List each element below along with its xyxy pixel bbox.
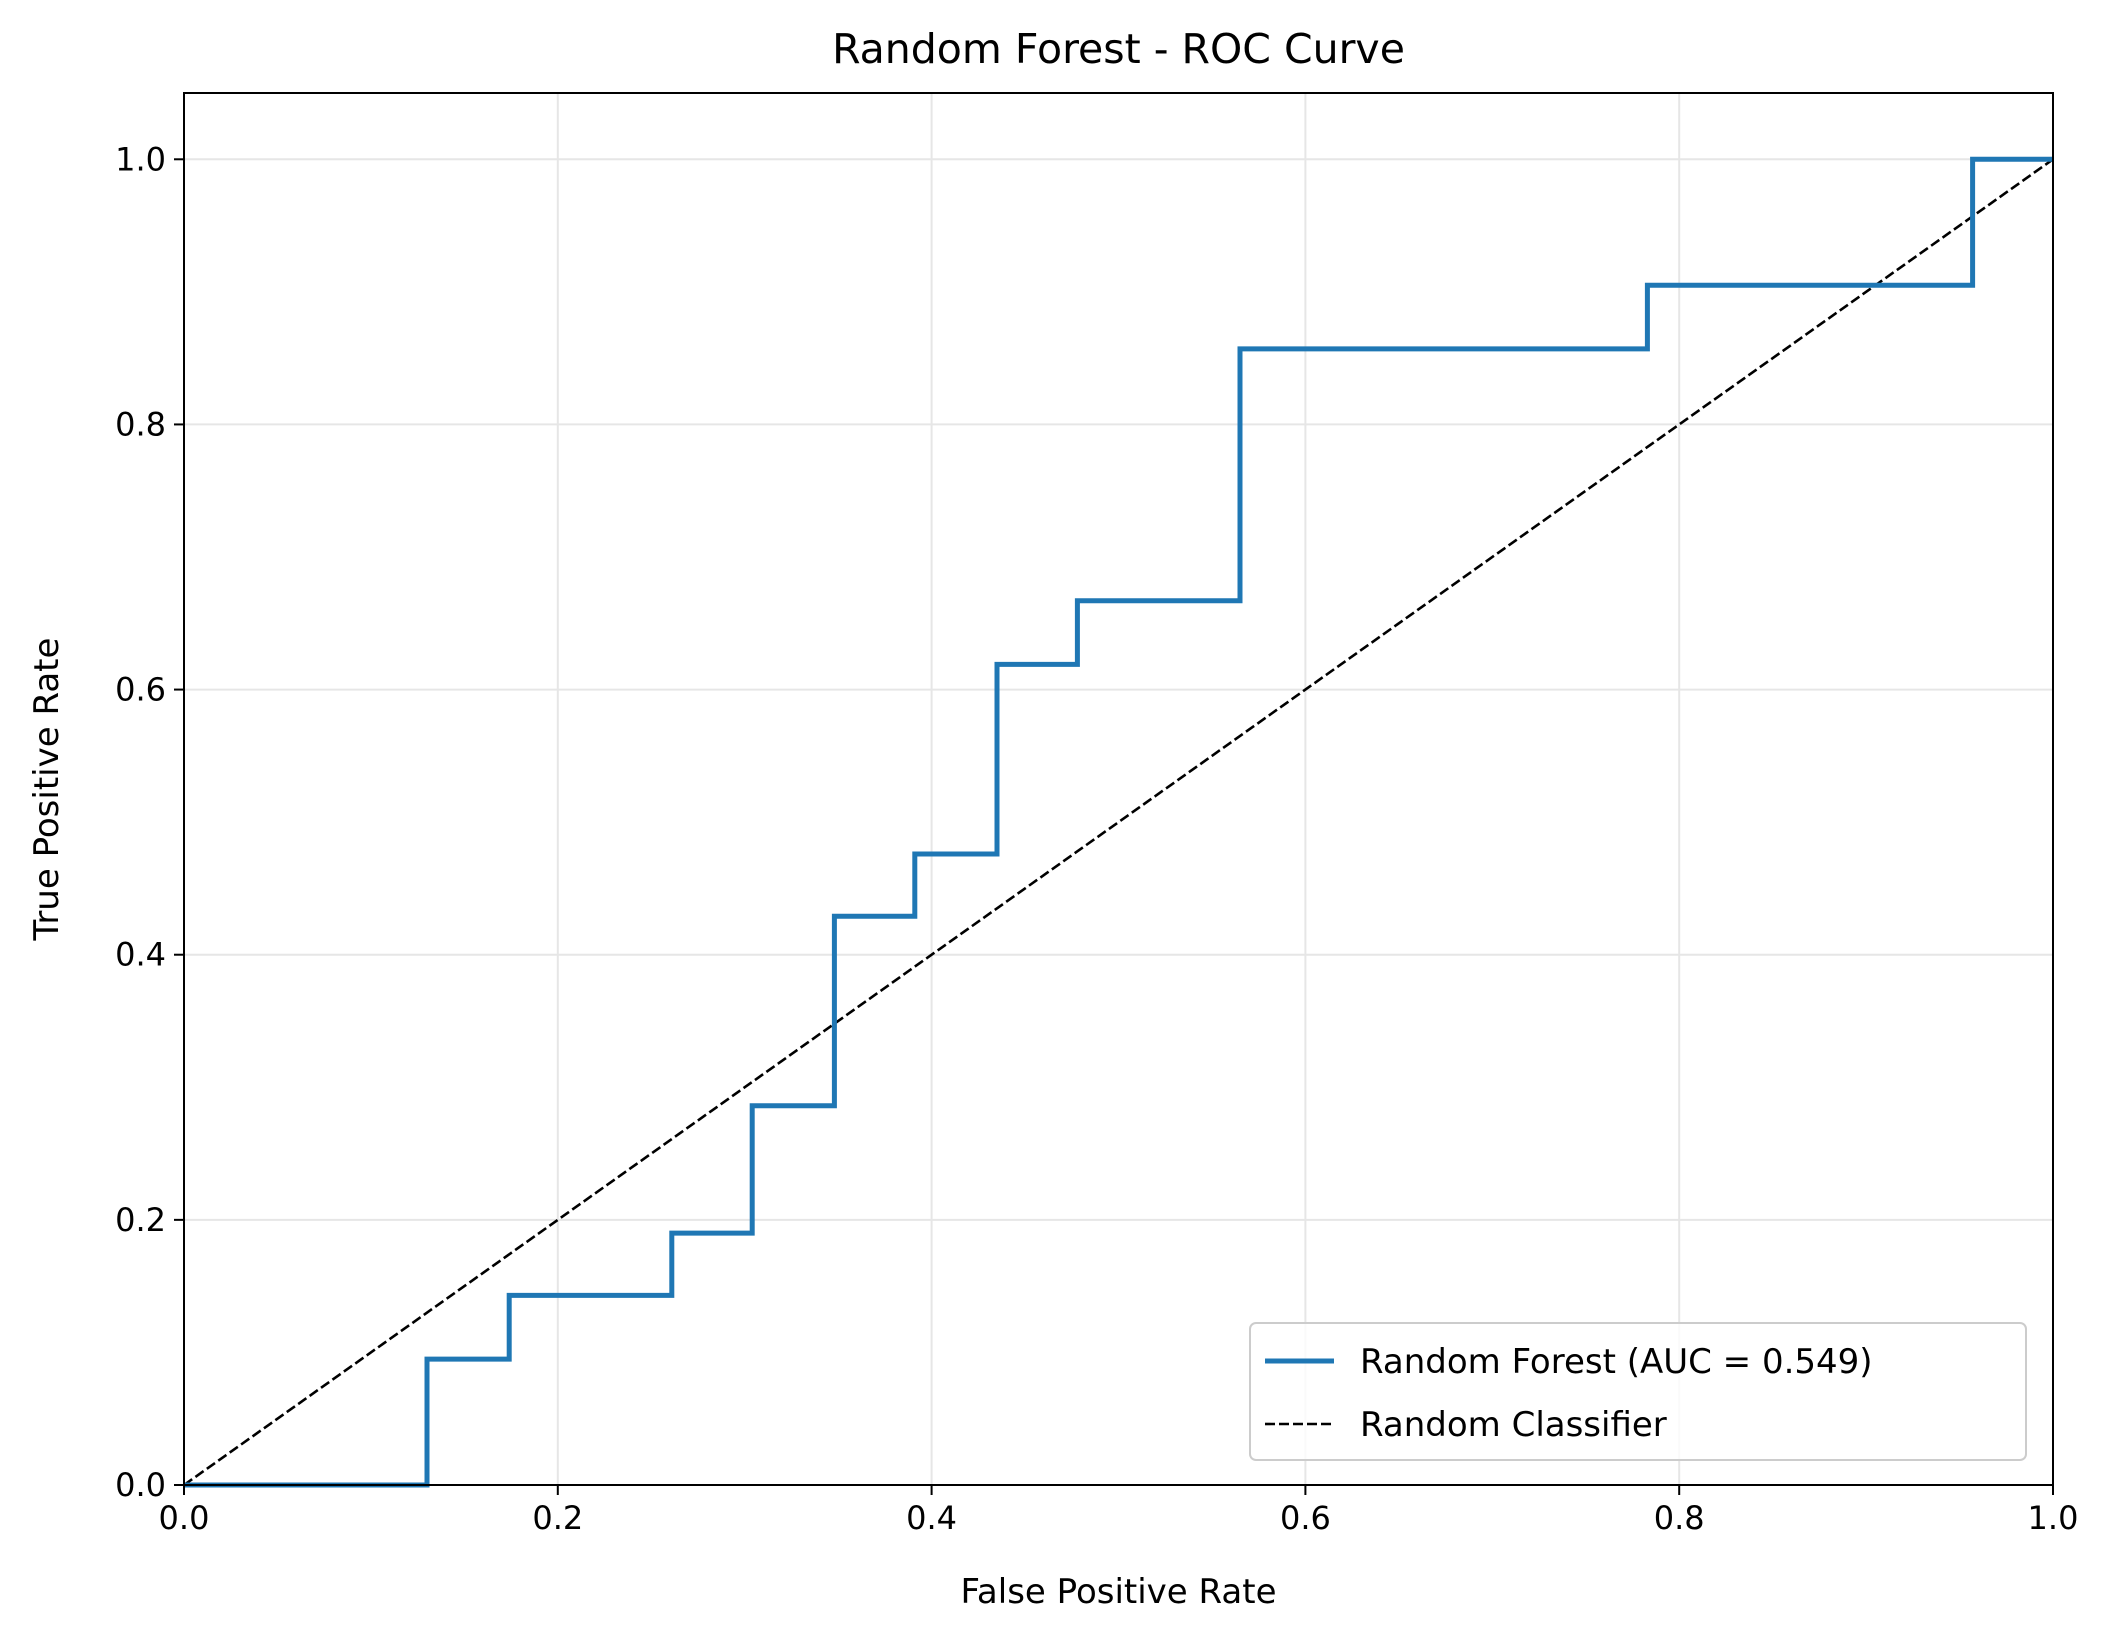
x-tick-label: 0.2 xyxy=(532,1499,583,1537)
x-tick-label: 0.0 xyxy=(159,1499,210,1537)
legend: Random Forest (AUC = 0.549) Random Classi… xyxy=(1249,1322,2027,1461)
plot-frame xyxy=(183,92,2054,1486)
series-layer xyxy=(183,156,2054,1488)
y-tick-label: 0.8 xyxy=(115,405,166,443)
x-axis-label: False Positive Rate xyxy=(961,1572,1277,1612)
y-tick-label: 0.4 xyxy=(115,936,166,974)
legend-box xyxy=(1249,1322,2027,1461)
x-tick-label: 0.4 xyxy=(906,1499,957,1537)
grid xyxy=(183,93,2054,1486)
y-axis-label: True Positive Rate xyxy=(27,638,67,942)
random-classifier-line xyxy=(183,158,2054,1487)
y-tick-label: 0.2 xyxy=(115,1201,166,1239)
y-tick-label: 1.0 xyxy=(115,140,166,178)
ticks: 0.0 0.2 0.4 0.6 0.8 1.0 0.0 0.2 0.4 0.6 0.8 1.0 xyxy=(115,140,2078,1537)
random-forest-roc-line xyxy=(184,156,2053,1488)
chart-title: Random Forest - ROC Curve xyxy=(832,25,1405,73)
x-tick-label: 0.8 xyxy=(1654,1499,1705,1537)
y-tick-label: 0.0 xyxy=(115,1466,166,1504)
x-tick-label: 0.6 xyxy=(1280,1499,1331,1537)
legend-label: Random Classifier xyxy=(1360,1405,1667,1445)
x-tick-label: 1.0 xyxy=(2028,1499,2079,1537)
legend-label: Random Forest (AUC = 0.549) xyxy=(1360,1342,1873,1382)
y-tick-label: 0.6 xyxy=(115,671,166,709)
